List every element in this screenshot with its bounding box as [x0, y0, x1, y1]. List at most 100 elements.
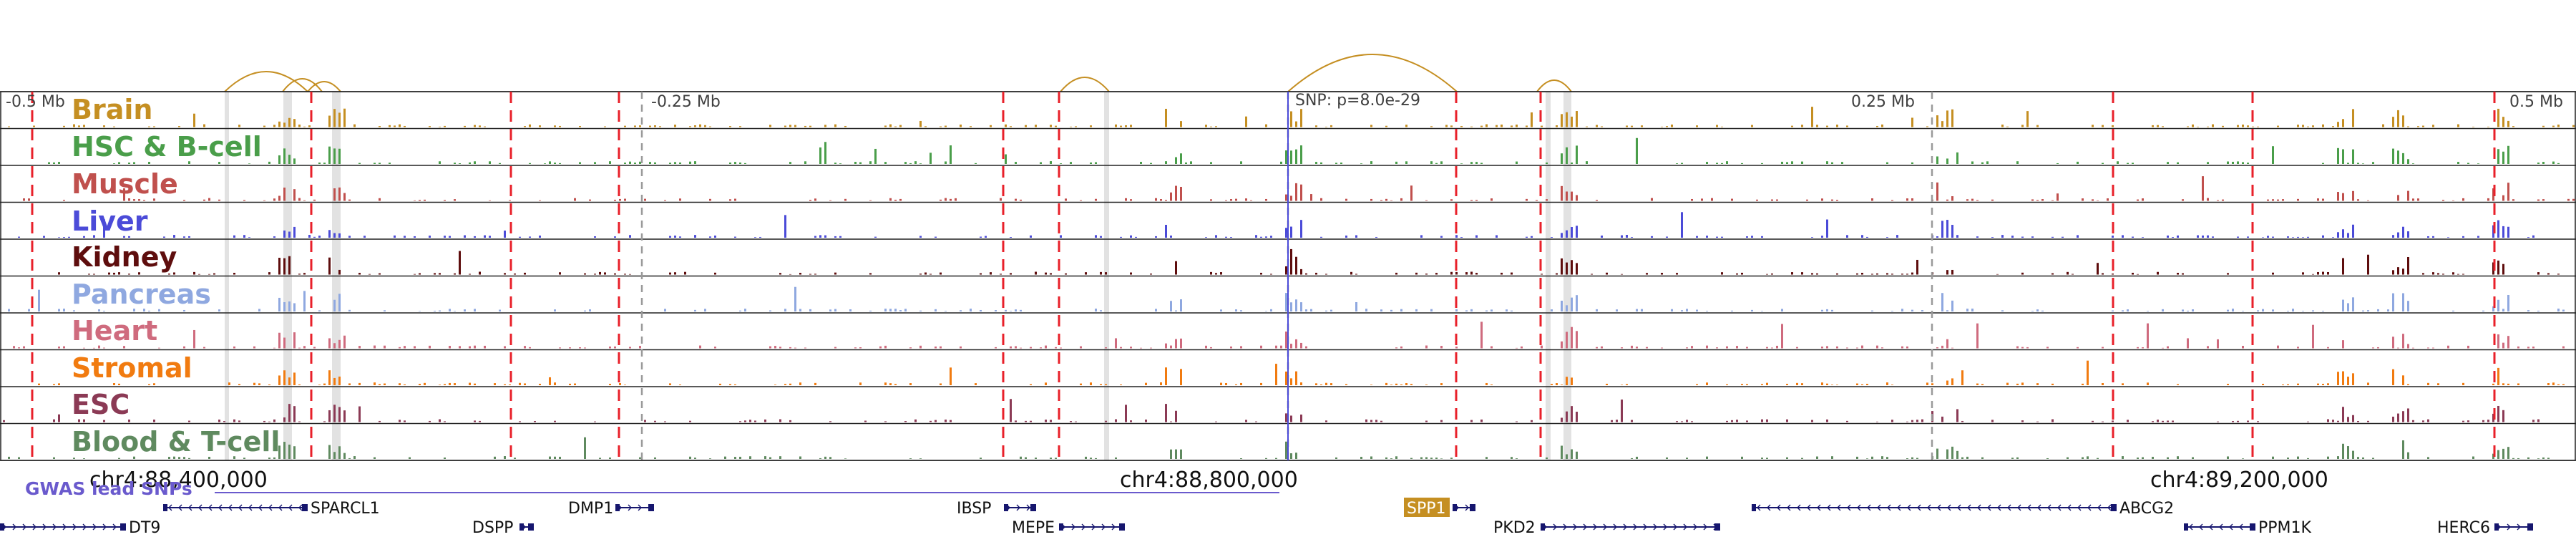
signal-bar [63, 125, 65, 127]
signal-bar [248, 237, 250, 238]
signal-bar [2372, 347, 2374, 349]
signal-bar [935, 236, 937, 238]
signal-bar [2502, 263, 2504, 275]
signal-bar [333, 377, 336, 385]
signal-bar [188, 420, 190, 422]
signal-bar [559, 163, 561, 164]
signal-bar [293, 158, 296, 164]
signal-bar [554, 125, 556, 127]
signal-bar [2437, 383, 2439, 385]
signal-bar [1511, 457, 1513, 459]
signal-bar [1886, 273, 1888, 275]
signal-bar [1571, 449, 1573, 459]
signal-bar [2402, 268, 2404, 275]
signal-bar [1215, 235, 1217, 238]
signal-bar [1561, 185, 1563, 201]
signal-bar [2347, 303, 2349, 311]
signal-bar [288, 256, 291, 275]
exon-block [2250, 523, 2255, 531]
signal-bar [374, 457, 376, 459]
exon-block [1752, 504, 1756, 511]
signal-bar [233, 273, 235, 275]
signal-bar [1551, 384, 1553, 385]
signal-bar [1766, 347, 1768, 349]
signal-bar [899, 125, 902, 127]
signal-bar [1170, 449, 1172, 459]
signal-bar [764, 456, 766, 459]
signal-bar [1956, 152, 1958, 164]
signal-bar [178, 126, 180, 127]
signal-bar [1821, 198, 1823, 201]
signal-bar [1756, 199, 1758, 201]
strand-arrow [1997, 504, 2001, 511]
signal-bar [263, 420, 265, 422]
signal-bar [1430, 309, 1433, 311]
signal-bar [2051, 273, 2054, 275]
signal-bar [599, 271, 601, 275]
signal-bar [1210, 271, 1212, 275]
signal-bar [2272, 236, 2274, 238]
gene-label: PPM1K [2258, 519, 2312, 537]
signal-bar [2272, 199, 2274, 201]
signal-bar [839, 163, 841, 164]
signal-bar [1981, 457, 1984, 459]
signal-bar [153, 383, 155, 385]
signal-bar [769, 457, 771, 459]
signal-bar [694, 235, 696, 238]
signal-bar [1951, 225, 1953, 238]
signal-bar [945, 161, 947, 164]
signal-bar [1976, 323, 1979, 349]
signal-bar [2567, 198, 2570, 201]
signal-bar [278, 195, 280, 201]
signal-bar [358, 406, 361, 422]
signal-bar [2187, 126, 2189, 127]
signal-bar [1671, 124, 1673, 127]
strand-arrow [2057, 504, 2062, 511]
signal-bar [1686, 420, 1688, 422]
signal-bar [1325, 420, 1327, 422]
signal-bar [338, 233, 341, 238]
signal-bar [394, 235, 396, 238]
strand-arrow [1887, 504, 1891, 511]
signal-bar [73, 310, 75, 311]
signal-bar [358, 382, 361, 385]
signal-bar [233, 346, 235, 349]
signal-bar [1641, 125, 1643, 127]
signal-bar [2112, 236, 2114, 238]
signal-bar [1135, 236, 1137, 238]
signal-bar [23, 198, 25, 201]
signal-bar [1025, 457, 1027, 459]
signal-bar [2432, 272, 2434, 275]
signal-bar [233, 419, 235, 422]
strand-arrow [1937, 504, 1941, 511]
signal-bar [474, 420, 476, 422]
signal-bar [1776, 345, 1778, 349]
signal-bar [669, 383, 671, 385]
signal-bar [2407, 301, 2409, 311]
signal-bar [1606, 272, 1608, 275]
signal-bar [2427, 236, 2429, 238]
exon-block [0, 523, 4, 531]
signal-bar [734, 384, 736, 385]
signal-bar [859, 347, 862, 349]
signal-bar [2192, 457, 2194, 459]
signal-bar [1856, 273, 1858, 275]
signal-bar [1631, 420, 1633, 422]
signal-bar [2177, 162, 2179, 164]
signal-bar [93, 347, 95, 349]
signal-bar [2051, 419, 2054, 422]
signal-bar [1696, 125, 1698, 127]
signal-bar [1345, 235, 1347, 238]
signal-bar [1015, 346, 1017, 349]
signal-bar [2507, 145, 2509, 164]
signal-bar [2217, 339, 2219, 349]
signal-bar [674, 125, 676, 127]
signal-bar [2297, 236, 2299, 238]
track-label-brain: Brain [72, 94, 152, 125]
strand-arrow [2517, 523, 2521, 531]
signal-bar [2427, 419, 2429, 422]
signal-bar [2552, 161, 2555, 164]
signal-bar [2277, 199, 2279, 201]
signal-bar [1130, 420, 1132, 422]
track-label-stromal: Stromal [72, 352, 192, 384]
